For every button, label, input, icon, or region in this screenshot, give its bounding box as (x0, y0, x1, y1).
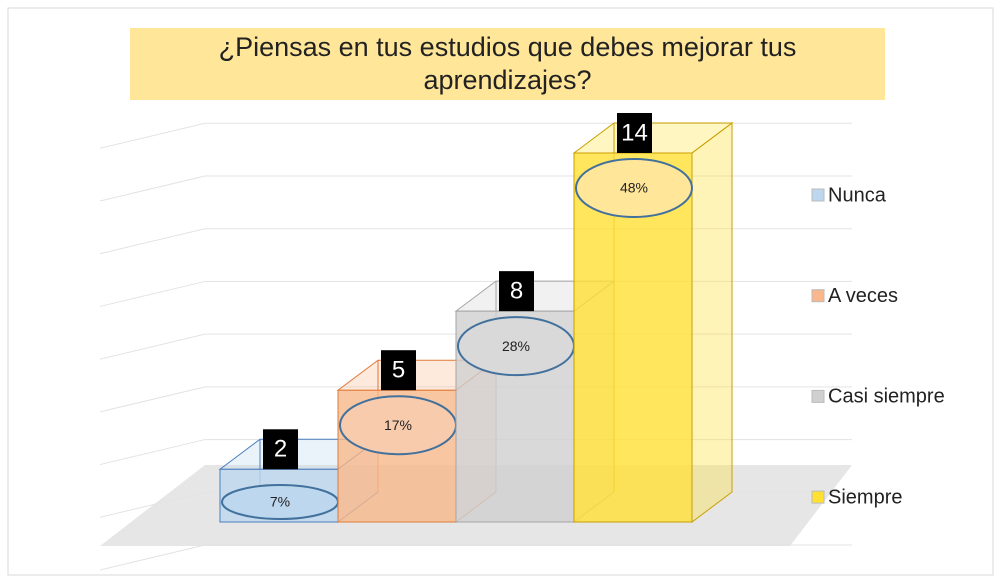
grid-line (99, 228, 852, 255)
percent-ellipse (575, 157, 693, 218)
legend-label: A veces (828, 285, 898, 307)
legend-label: Siempre (828, 486, 902, 508)
value-label: 8 (510, 277, 523, 304)
percent-label: 7% (270, 494, 290, 510)
legend-label: Casi siempre (828, 386, 945, 408)
value-label: 14 (621, 119, 648, 146)
grid-side (99, 333, 206, 360)
percent-label: 28% (502, 338, 530, 354)
grid-line (99, 175, 852, 202)
legend-label: Nunca (828, 184, 887, 206)
value-label-box (263, 429, 298, 470)
grid-side (99, 280, 206, 307)
grid-line (99, 544, 852, 571)
grid-side (99, 122, 206, 149)
value-label: 5 (392, 357, 405, 384)
value-label-box (617, 112, 652, 153)
title-box: ¿Piensas en tus estudios que debes mejor… (130, 28, 885, 100)
chart-title: ¿Piensas en tus estudios que debes mejor… (218, 32, 797, 95)
grid-side (99, 175, 206, 202)
bar-side (691, 121, 733, 523)
grid-side (99, 439, 206, 466)
value-label-box (381, 350, 416, 391)
percent-label: 17% (384, 417, 412, 433)
grid-side (99, 386, 206, 413)
percent-label: 48% (620, 180, 648, 196)
value-label-box (499, 271, 534, 312)
legend-swatch (811, 289, 825, 303)
grid-side (99, 228, 206, 255)
grid-side (99, 544, 206, 571)
grid-line (99, 122, 852, 149)
legend-swatch (811, 490, 825, 504)
grid-side (99, 491, 206, 518)
value-label: 2 (274, 436, 287, 463)
legend-swatch (811, 188, 825, 202)
legend-swatch (811, 389, 825, 403)
